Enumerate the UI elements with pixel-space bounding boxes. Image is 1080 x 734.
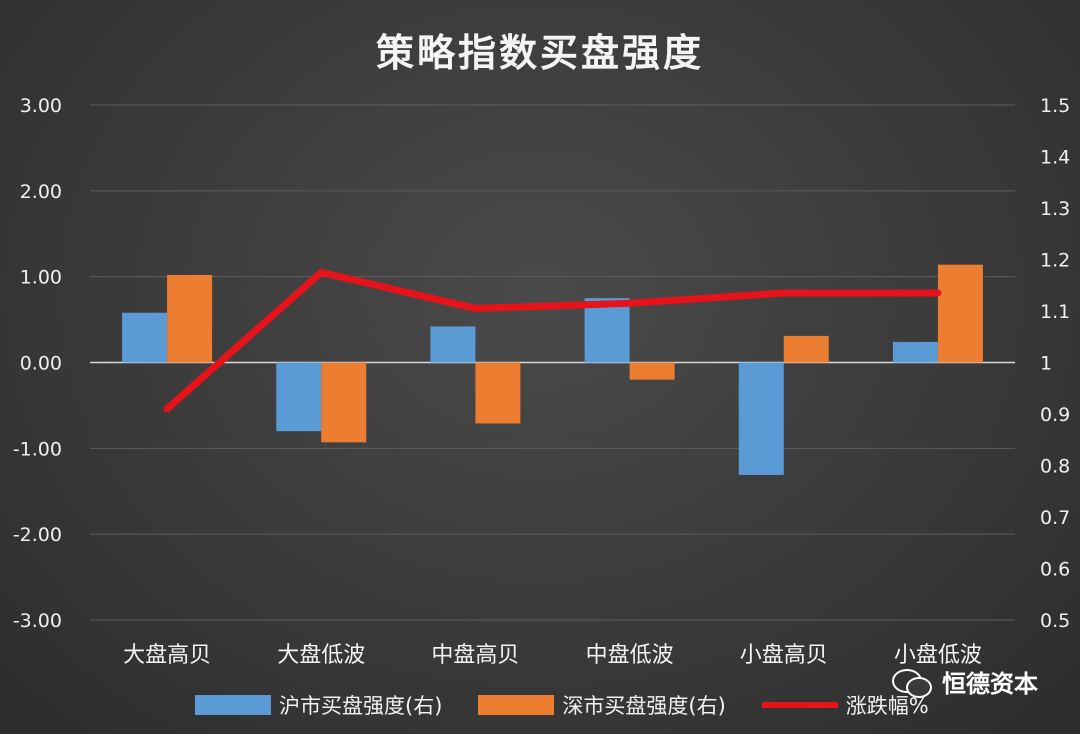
watermark-text: 恒德资本 bbox=[942, 670, 1038, 698]
wechat-icon bbox=[890, 665, 934, 699]
line-series bbox=[163, 268, 942, 413]
bar-sh-0 bbox=[122, 312, 168, 363]
category-label: 小盘高贝 bbox=[740, 643, 828, 668]
bar-sz-1 bbox=[321, 362, 367, 443]
bar-sh-5 bbox=[892, 341, 938, 363]
right-tick-label: 1.2 bbox=[1040, 250, 1070, 272]
left-tick-label: -3.00 bbox=[13, 610, 62, 632]
bar-sh-2 bbox=[430, 326, 476, 363]
legend-item-sh: 沪市买盘强度(右) bbox=[195, 690, 442, 720]
gridlines bbox=[90, 104, 1015, 621]
right-tick-label: 0.7 bbox=[1040, 507, 1070, 529]
legend-swatch-sh bbox=[195, 695, 271, 715]
legend-swatch-sz bbox=[478, 695, 555, 715]
bar-sz-5 bbox=[937, 264, 983, 363]
legend-label-sz: 深市买盘强度(右) bbox=[562, 694, 726, 718]
bar-sh-1 bbox=[276, 362, 322, 432]
left-tick-label: -2.00 bbox=[13, 524, 62, 546]
legend-item-sz: 深市买盘强度(右) bbox=[478, 690, 726, 720]
right-tick-label: 0.9 bbox=[1040, 404, 1070, 426]
category-label: 中盘低波 bbox=[586, 643, 674, 668]
category-label: 大盘高贝 bbox=[123, 643, 211, 668]
right-tick-label: 1.5 bbox=[1040, 95, 1070, 117]
bar-sz-2 bbox=[475, 362, 521, 424]
right-tick-label: 0.5 bbox=[1040, 610, 1070, 632]
right-tick-label: 0.6 bbox=[1040, 559, 1070, 581]
left-tick-label: 0.00 bbox=[20, 353, 62, 375]
left-axis-ticks: 3.00 2.00 1.00 0.00 -1.00 -2.00 -3.00 bbox=[13, 95, 62, 632]
right-tick-label: 1.4 bbox=[1040, 147, 1070, 169]
right-tick-label: 0.8 bbox=[1040, 456, 1070, 478]
line-change bbox=[163, 268, 942, 413]
bars bbox=[122, 264, 983, 475]
category-labels: 大盘高贝 大盘低波 中盘高贝 中盘低波 小盘高贝 小盘低波 bbox=[123, 643, 982, 668]
category-label: 大盘低波 bbox=[277, 643, 365, 668]
legend-label-change: 涨跌幅% bbox=[845, 694, 929, 718]
left-tick-label: 3.00 bbox=[20, 95, 62, 117]
legend-swatch-change bbox=[761, 702, 838, 708]
legend-item-change: 涨跌幅% bbox=[761, 690, 929, 720]
right-tick-label: 1 bbox=[1040, 353, 1052, 375]
bar-sh-4 bbox=[738, 362, 784, 475]
bar-sz-3 bbox=[629, 362, 675, 380]
category-label: 中盘高贝 bbox=[431, 643, 519, 668]
bar-sz-0 bbox=[167, 274, 213, 363]
right-tick-label: 1.1 bbox=[1040, 301, 1070, 323]
legend-label-sh: 沪市买盘强度(右) bbox=[279, 694, 443, 718]
category-label: 小盘低波 bbox=[894, 643, 982, 668]
chart-title: 策略指数买盘强度 bbox=[375, 30, 704, 75]
left-tick-label: 1.00 bbox=[20, 267, 62, 289]
bar-sh-3 bbox=[584, 298, 630, 363]
left-tick-label: 2.00 bbox=[20, 181, 62, 203]
watermark: 恒德资本 bbox=[890, 664, 1038, 699]
bar-sz-4 bbox=[783, 335, 829, 363]
left-tick-label: -1.00 bbox=[13, 438, 62, 460]
legend: 沪市买盘强度(右) 深市买盘强度(右) 涨跌幅% bbox=[195, 690, 929, 720]
right-tick-label: 1.3 bbox=[1040, 198, 1070, 220]
right-axis-ticks: 1.5 1.4 1.3 1.2 1.1 1 0.9 0.8 0.7 0.6 0.5 bbox=[1040, 95, 1070, 632]
